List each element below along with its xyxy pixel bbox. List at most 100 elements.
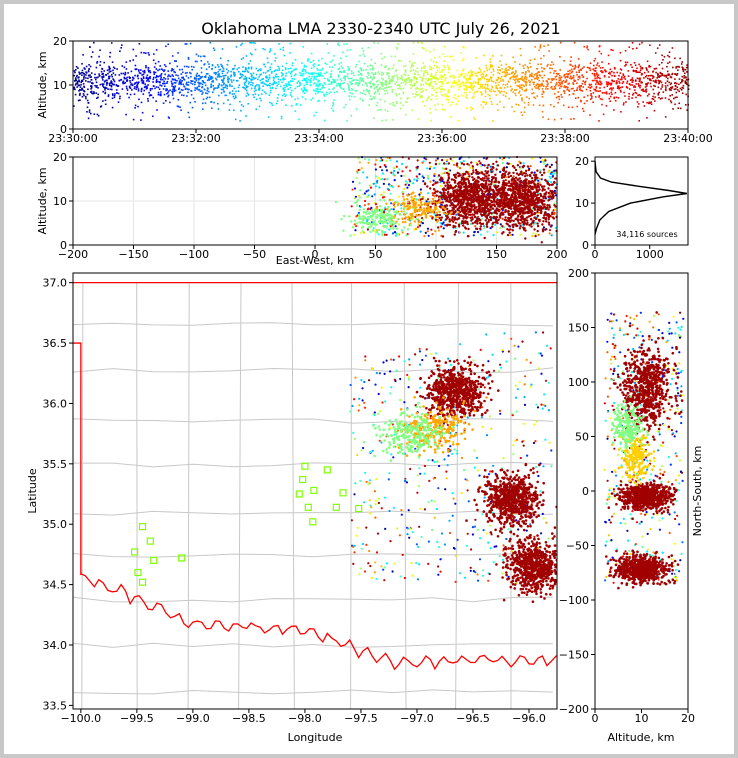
source-point <box>223 77 225 80</box>
source-point <box>177 77 180 80</box>
source-point <box>384 208 387 211</box>
source-point <box>674 82 676 84</box>
source-point <box>504 95 507 98</box>
source-point <box>224 94 226 97</box>
source-point <box>385 86 388 89</box>
source-point <box>330 82 333 85</box>
source-point <box>442 189 445 192</box>
source-point <box>189 42 192 45</box>
source-point <box>234 118 237 121</box>
source-point <box>520 84 522 86</box>
source-point <box>492 68 494 70</box>
source-point <box>483 77 486 80</box>
source-point <box>442 108 444 111</box>
source-point <box>605 105 608 107</box>
source-point <box>373 83 376 86</box>
source-point <box>448 90 450 93</box>
source-point <box>632 94 634 96</box>
source-point <box>438 178 442 181</box>
source-point <box>261 82 264 84</box>
source-point <box>293 74 296 77</box>
source-point <box>553 191 557 195</box>
source-point <box>99 64 101 67</box>
source-point <box>622 73 624 75</box>
source-point <box>476 90 479 93</box>
source-point <box>173 86 176 89</box>
source-point <box>573 90 576 92</box>
source-point <box>317 84 319 87</box>
source-point <box>636 77 639 80</box>
source-point <box>199 82 201 84</box>
source-point <box>646 77 649 80</box>
source-point <box>608 72 610 75</box>
source-point <box>639 79 641 81</box>
source-point <box>578 85 581 87</box>
source-point <box>82 54 84 56</box>
source-point <box>538 85 540 87</box>
source-point <box>480 86 482 89</box>
source-point <box>593 69 595 72</box>
source-point <box>413 73 416 75</box>
source-point <box>481 72 484 75</box>
source-point <box>423 235 426 238</box>
source-point <box>174 82 177 84</box>
source-point <box>504 69 506 71</box>
source-point <box>648 66 650 68</box>
source-point <box>377 89 380 92</box>
source-point <box>440 90 442 93</box>
source-point <box>490 71 493 74</box>
source-point <box>619 68 622 70</box>
source-point <box>110 85 113 88</box>
source-point <box>553 172 556 175</box>
source-point <box>532 104 535 106</box>
source-point <box>337 68 340 71</box>
source-point <box>128 96 130 99</box>
source-point <box>138 70 140 72</box>
source-point <box>570 88 573 90</box>
source-point <box>567 73 570 76</box>
source-point <box>481 76 483 78</box>
source-point <box>393 169 396 172</box>
source-point <box>180 73 183 75</box>
source-point <box>485 101 488 104</box>
source-point <box>487 218 491 222</box>
source-point <box>95 78 97 81</box>
source-point <box>668 56 671 58</box>
source-point <box>475 206 478 209</box>
source-point <box>631 84 634 86</box>
source-point <box>510 180 513 183</box>
source-point <box>461 209 464 213</box>
source-point <box>652 98 655 100</box>
source-point <box>538 181 541 184</box>
source-point <box>483 101 486 103</box>
source-point <box>169 62 171 65</box>
source-point <box>620 111 622 113</box>
source-point <box>519 233 522 236</box>
source-point <box>481 85 483 87</box>
source-point <box>340 65 343 68</box>
source-point <box>295 103 298 105</box>
source-point <box>596 62 599 64</box>
source-point <box>404 64 407 67</box>
source-point <box>554 87 557 90</box>
source-point <box>108 82 111 85</box>
source-point <box>98 55 100 58</box>
source-point <box>312 73 314 76</box>
source-point <box>637 106 639 108</box>
source-point <box>610 82 613 85</box>
source-point <box>267 116 270 118</box>
source-point <box>413 96 416 98</box>
source-point <box>629 79 632 81</box>
source-point <box>304 70 307 72</box>
source-point <box>680 63 683 65</box>
source-point <box>196 75 198 78</box>
source-point <box>441 69 444 71</box>
source-point <box>601 61 603 63</box>
source-point <box>112 69 114 72</box>
source-point <box>373 87 376 90</box>
source-point <box>215 72 218 74</box>
source-point <box>469 91 471 93</box>
source-point <box>350 83 353 86</box>
source-point <box>244 66 247 69</box>
source-point <box>115 89 118 91</box>
